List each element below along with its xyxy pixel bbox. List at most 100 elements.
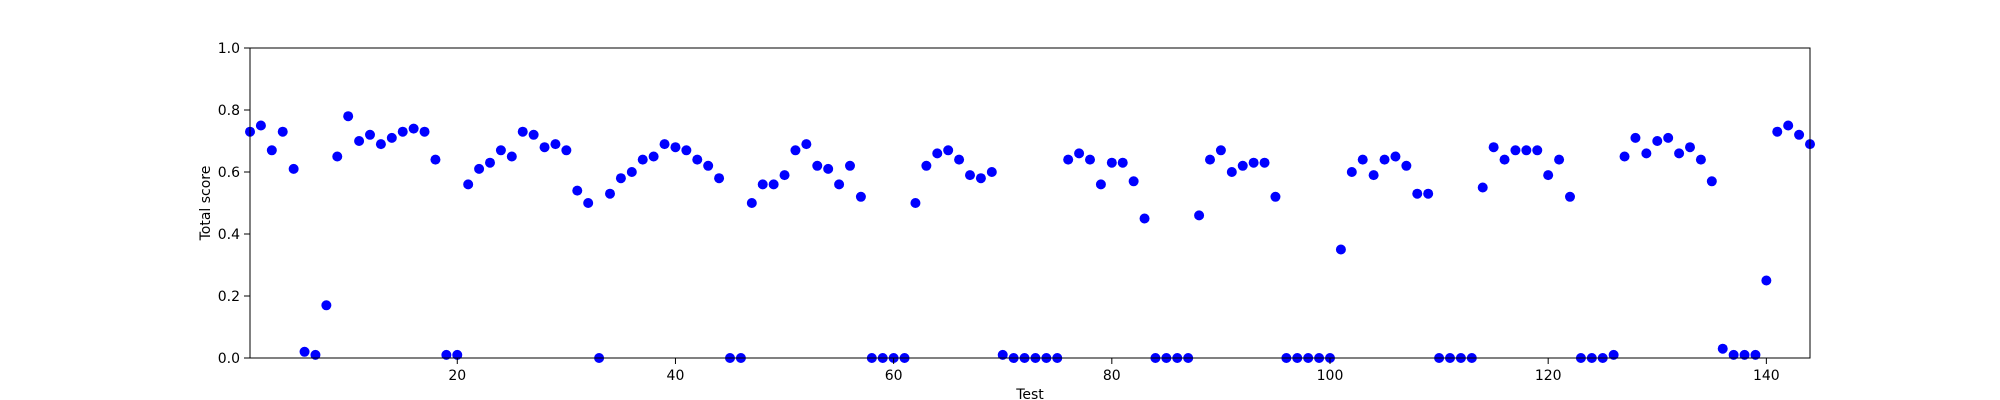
data-point (1194, 210, 1205, 221)
data-point (997, 349, 1008, 360)
data-point (648, 151, 659, 162)
y-tick-label: 0.4 (218, 227, 240, 243)
data-point (1379, 154, 1390, 165)
data-point (441, 349, 452, 360)
data-point (495, 145, 506, 156)
data-point (1248, 157, 1259, 168)
data-point (343, 111, 354, 122)
data-point (1521, 145, 1532, 156)
x-axis-ticks: 20 40 60 80 100 120 140 (448, 358, 1780, 384)
data-point (779, 170, 790, 181)
data-point (1608, 349, 1619, 360)
y-tick-label: 0.6 (218, 165, 240, 181)
data-point (517, 126, 528, 137)
data-point (386, 132, 397, 143)
y-tick-label: 0.0 (218, 351, 240, 367)
data-point (485, 157, 495, 168)
data-point (539, 142, 550, 153)
data-point (1346, 167, 1357, 177)
data-point (321, 300, 332, 311)
data-points (245, 111, 1815, 363)
data-point (943, 145, 954, 156)
data-point (1117, 157, 1128, 168)
data-point (1565, 191, 1575, 202)
data-point (637, 154, 648, 165)
data-point (1128, 176, 1139, 187)
data-point (550, 139, 561, 150)
data-point (1063, 154, 1074, 165)
data-point (615, 173, 626, 184)
data-point (1706, 176, 1717, 187)
data-point (1717, 343, 1728, 354)
data-point (1074, 148, 1085, 159)
data-point (310, 349, 321, 360)
data-point (1390, 151, 1401, 162)
data-point (1335, 244, 1346, 255)
data-point (768, 179, 779, 190)
plot-frame (249, 47, 1811, 359)
data-point (1270, 191, 1281, 202)
data-point (332, 151, 343, 162)
data-point (1772, 126, 1783, 137)
data-point (1205, 154, 1215, 165)
data-point (1259, 157, 1270, 168)
data-point (1641, 148, 1652, 159)
x-tick-label: 140 (1753, 368, 1780, 384)
data-point (1761, 275, 1772, 286)
data-point (605, 188, 615, 199)
data-point (670, 142, 681, 153)
data-point (528, 129, 539, 140)
data-point (1510, 145, 1521, 156)
data-point (834, 179, 845, 190)
data-point (1783, 120, 1794, 131)
data-point (288, 163, 299, 174)
data-point (910, 198, 921, 208)
data-point (1619, 151, 1630, 162)
data-point (932, 148, 943, 159)
data-point (823, 163, 834, 174)
data-point (474, 163, 485, 174)
data-point (1685, 142, 1695, 153)
data-point (1728, 349, 1739, 360)
data-point (921, 160, 932, 171)
data-point (299, 346, 310, 357)
data-point (375, 139, 386, 150)
data-point (1532, 145, 1543, 156)
data-point (1488, 142, 1499, 153)
y-axis-label: Total score (198, 166, 214, 242)
data-point (975, 173, 986, 184)
data-point (626, 167, 637, 177)
x-tick-label: 120 (1535, 368, 1562, 384)
data-point (1499, 154, 1510, 165)
data-point (986, 167, 997, 177)
data-point (452, 349, 463, 360)
data-point (965, 170, 975, 181)
data-point (1106, 157, 1117, 168)
x-tick-label: 20 (448, 368, 466, 384)
y-axis-ticks: 0.0 0.2 0.4 0.6 0.8 1.0 (218, 41, 250, 367)
data-point (1401, 160, 1412, 171)
data-point (561, 145, 572, 156)
data-point (1215, 145, 1226, 156)
data-point (1739, 349, 1750, 360)
data-point (855, 191, 866, 202)
data-point (1477, 182, 1488, 193)
x-axis-label: Test (1015, 387, 1044, 400)
data-point (1794, 129, 1805, 140)
data-point (1674, 148, 1685, 159)
y-tick-label: 0.2 (218, 289, 240, 305)
data-point (430, 154, 441, 165)
x-tick-label: 100 (1317, 368, 1344, 384)
x-tick-label: 40 (667, 368, 685, 384)
data-point (659, 139, 670, 150)
data-point (1412, 188, 1423, 199)
data-point (583, 198, 594, 208)
x-tick-label: 80 (1103, 368, 1121, 384)
data-point (266, 145, 277, 156)
y-tick-label: 1.0 (218, 41, 240, 57)
data-point (1357, 154, 1368, 165)
data-point (757, 179, 768, 190)
data-point (506, 151, 517, 162)
